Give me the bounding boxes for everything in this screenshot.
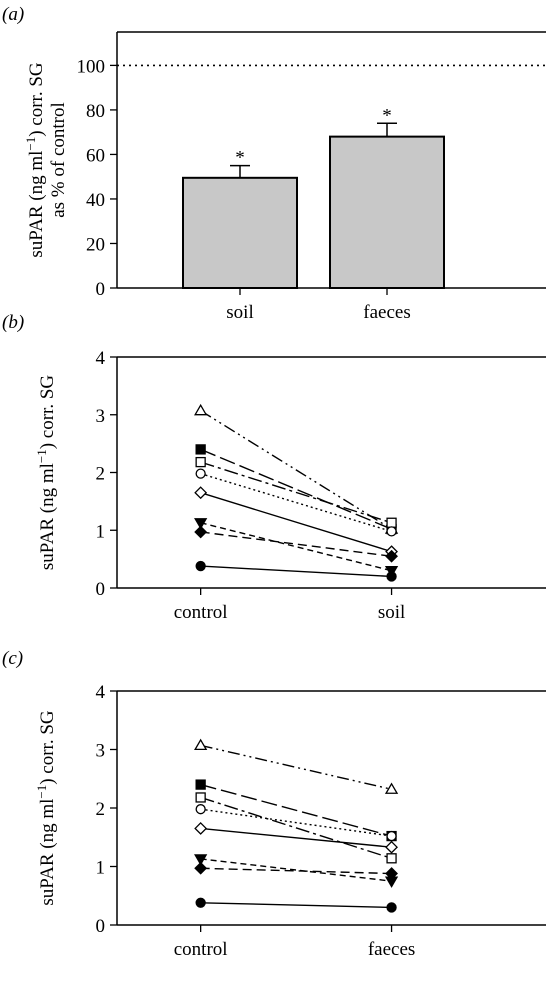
marker — [385, 549, 398, 563]
series-line — [200, 492, 392, 553]
marker — [386, 517, 397, 528]
marker — [386, 830, 397, 842]
panel-label: (b) — [2, 312, 24, 333]
y-label-part: suPAR (ng ml — [26, 151, 47, 258]
series-line — [200, 783, 392, 837]
marker — [195, 560, 206, 572]
marker — [385, 867, 398, 880]
marker — [195, 804, 206, 815]
series-line — [200, 902, 392, 909]
y-tick-label: 60 — [86, 145, 105, 166]
significance-mark: * — [382, 105, 392, 126]
y-label-sup: −1 — [34, 785, 49, 799]
y-tick-label: 1 — [96, 521, 106, 542]
x-tick-label: soil — [226, 302, 253, 323]
series-line — [200, 410, 392, 530]
marker — [194, 486, 208, 500]
y-label-part: ) corr. SG — [37, 375, 58, 450]
y-tick-label: 0 — [96, 279, 106, 300]
series-line — [200, 796, 392, 859]
marker — [194, 525, 208, 539]
panel-label: (c) — [2, 648, 23, 669]
marker — [195, 444, 206, 455]
marker — [194, 403, 208, 416]
bar — [329, 135, 445, 289]
series-line — [200, 461, 392, 524]
y-tick-label: 3 — [96, 406, 106, 427]
marker — [384, 782, 399, 794]
panel-label: (a) — [2, 4, 24, 25]
marker — [194, 854, 208, 866]
marker — [195, 456, 206, 468]
y-tick-label: 3 — [96, 741, 106, 762]
y-tick-label: 80 — [86, 101, 105, 122]
series-line — [200, 531, 392, 557]
y-label-sup: −1 — [34, 449, 49, 463]
series-line — [200, 744, 392, 790]
y-tick-label: 2 — [96, 464, 106, 485]
y-axis-label: suPAR (ng ml−1) corr. SG — [23, 62, 47, 258]
marker — [386, 902, 397, 913]
series-line — [200, 808, 392, 837]
marker — [195, 468, 206, 479]
y-tick-label: 4 — [96, 682, 106, 703]
series-line — [200, 522, 392, 572]
series-line — [200, 867, 392, 875]
y-tick-label: 4 — [96, 348, 106, 369]
series-line — [200, 565, 392, 578]
y-label-part: ) corr. SG — [37, 710, 58, 785]
series-line — [200, 827, 392, 848]
marker — [386, 571, 397, 582]
y-tick-label: 1 — [96, 858, 106, 879]
marker — [386, 853, 397, 864]
y-axis-label: suPAR (ng ml−1) corr. SG — [34, 710, 58, 906]
marker — [194, 518, 208, 530]
y-label-part: suPAR (ng ml — [37, 799, 58, 906]
y-tick-label: 100 — [77, 56, 106, 77]
x-tick-label: faeces — [363, 302, 410, 323]
marker — [194, 738, 208, 751]
bar — [182, 176, 298, 290]
x-tick-label: control — [174, 602, 228, 623]
marker — [195, 792, 206, 803]
y-axis-label: suPAR (ng ml−1) corr. SG — [34, 375, 58, 571]
series-line — [200, 858, 392, 882]
y-tick-label: 20 — [86, 234, 105, 255]
y-label-part: suPAR (ng ml — [37, 463, 58, 570]
y-label-sup: −1 — [23, 137, 38, 151]
marker — [386, 526, 397, 537]
y-tick-label: 40 — [86, 190, 105, 211]
y-axis-label: as % of control — [48, 102, 69, 218]
series-line — [200, 472, 392, 533]
x-tick-label: faeces — [368, 939, 415, 960]
series-line — [200, 448, 392, 530]
y-tick-label: 0 — [96, 916, 106, 937]
y-tick-label: 0 — [96, 579, 106, 600]
marker — [385, 840, 398, 854]
x-tick-label: soil — [378, 602, 405, 623]
marker — [194, 861, 208, 875]
marker — [194, 822, 208, 835]
marker — [195, 779, 206, 790]
y-label-part: ) corr. SG — [26, 62, 47, 137]
marker — [195, 897, 206, 908]
significance-mark: * — [235, 148, 245, 169]
x-tick-label: control — [174, 939, 228, 960]
y-tick-label: 2 — [96, 799, 106, 820]
